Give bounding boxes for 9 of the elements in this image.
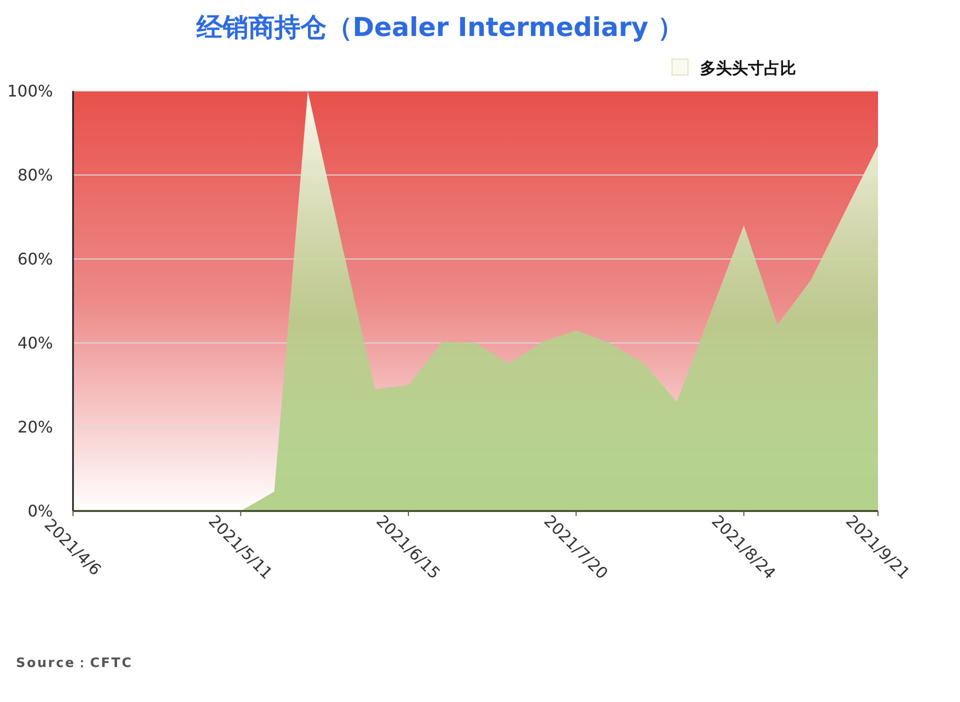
source-note: Source：CFTC (16, 656, 133, 671)
y-tick-label: 60% (17, 250, 53, 269)
legend-label: 多头头寸占比 (700, 58, 796, 78)
y-tick-label: 20% (17, 418, 53, 437)
y-tick-label: 80% (17, 166, 53, 185)
chart-title: 经销商持仓（Dealer Intermediary ） (196, 13, 684, 43)
y-tick-label: 40% (17, 334, 53, 353)
y-tick-label: 0% (28, 502, 53, 521)
y-tick-label: 100% (7, 82, 53, 101)
